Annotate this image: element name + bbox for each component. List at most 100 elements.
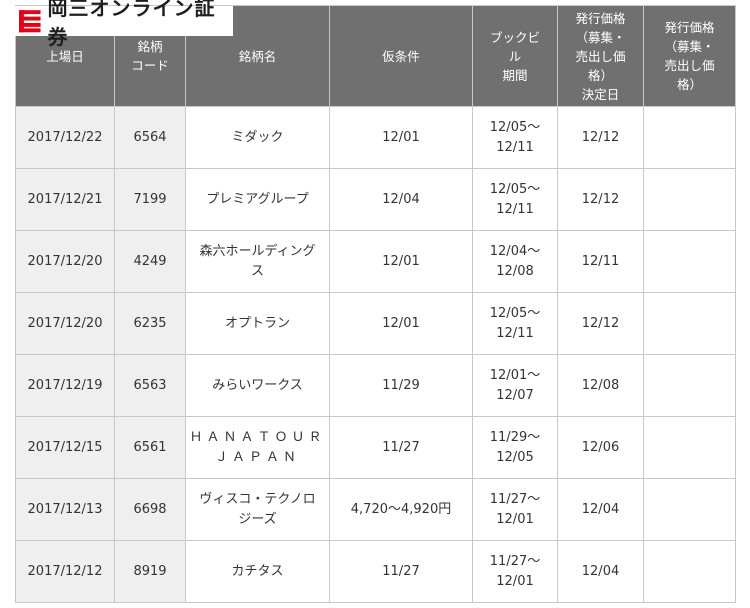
table-row: 2017/12/19 6563 みらいワークス 11/29 12/01～ 12/07 12/… [15, 354, 736, 417]
header-label: 発行価格 [664, 20, 715, 35]
offer-price-cell [643, 540, 736, 603]
header-label: 格） [676, 77, 702, 92]
header-label: 銘柄名 [238, 48, 277, 64]
bookbuilding-period-line: 12/11 [496, 139, 534, 155]
stock-name-line: ヴィスコ・テクノロ [199, 491, 316, 507]
stock-name-line: 森六ホールディング [199, 243, 316, 259]
table-row: 2017/12/12 8919 カチタス 11/27 11/27～ 12/01 12/04 [15, 540, 736, 603]
bookbuilding-period-line: 12/04～ [489, 243, 541, 259]
listing-date-cell: 2017/12/22 [15, 106, 115, 169]
stock-name-cell: ＨＡＮＡＴＯＵＲ ＪＡＰＡＮ [185, 416, 330, 479]
listing-date-cell: 2017/12/12 [15, 540, 115, 603]
bookbuilding-period-line: 12/05 [496, 449, 534, 465]
provisional-terms-cell: 12/01 [329, 230, 473, 293]
stock-code-cell: 7199 [114, 168, 186, 231]
price-decision-date-cell: 12/12 [557, 292, 644, 355]
header-label: 上場日 [46, 48, 84, 64]
stock-name-cell: オプトラン [185, 292, 330, 355]
price-decision-date-cell: 12/06 [557, 416, 644, 479]
provisional-terms-cell: 11/27 [329, 540, 473, 603]
provisional-terms-cell: 4,720～4,920円 [329, 478, 473, 541]
price-decision-date-cell: 12/12 [557, 168, 644, 231]
listing-date-cell: 2017/12/20 [15, 292, 115, 355]
stock-name-line: みらいワークス [212, 377, 303, 393]
listing-date-cell: 2017/12/21 [15, 168, 115, 231]
table-row: 2017/12/13 6698 ヴィスコ・テクノロ ジーズ 4,720～4,920円 11… [15, 478, 736, 541]
price-decision-date-cell: 12/04 [557, 478, 644, 541]
listing-date-cell: 2017/12/13 [15, 478, 115, 541]
header-label: ル [508, 48, 522, 64]
listing-date-cell: 2017/12/20 [15, 230, 115, 293]
provisional-terms-cell: 11/27 [329, 416, 473, 479]
stock-name-cell: みらいワークス [185, 354, 330, 417]
header-label: ブックビ [489, 29, 540, 45]
header-offer-price: 発行価格 （募集・ 売出し価 格） [643, 5, 736, 107]
bookbuilding-period-line: 12/05～ [489, 305, 541, 321]
header-price-decision-date: 発行価格 （募集・ 売出し価 格） 決定日 [557, 5, 644, 107]
stock-code-cell: 6698 [114, 478, 186, 541]
offer-price-cell [643, 106, 736, 169]
table-body: 2017/12/22 6564 ミダック 12/01 12/05～ 12/11 12/12 2… [15, 106, 736, 603]
stock-code-cell: 6561 [114, 416, 186, 479]
bookbuilding-period-line: 12/11 [496, 325, 534, 341]
header-label: 仮条件 [382, 48, 420, 64]
bookbuilding-period-line: 11/29～ [489, 429, 541, 445]
header-label: 期間 [502, 67, 528, 83]
offer-price-cell [643, 354, 736, 417]
header-label: （募集・ [575, 29, 626, 45]
stock-name-line: カチタス [231, 563, 284, 579]
price-decision-date-cell: 12/08 [557, 354, 644, 417]
stock-name-line: ス [250, 263, 264, 279]
ipo-schedule-table: 上場日 銘柄 コード 銘柄名 仮条件 ブックビル期間 発行価格 （募集・ 売出し価 格） 決定日 発行… [15, 5, 736, 603]
listing-date-cell: 2017/12/19 [15, 354, 115, 417]
header-label: コード [131, 58, 169, 73]
stock-code-cell: 6235 [114, 292, 186, 355]
bookbuilding-period-cell: 12/05～ 12/11 [472, 168, 558, 231]
stock-name-line: プレミアグループ [206, 191, 309, 207]
header-bookbuilding-period: ブックビル期間 [472, 5, 558, 107]
price-decision-date-cell: 12/11 [557, 230, 644, 293]
price-decision-date-cell: 12/12 [557, 106, 644, 169]
bookbuilding-period-line: 12/01 [496, 511, 534, 527]
bookbuilding-period-cell: 11/29～ 12/05 [472, 416, 558, 479]
provisional-terms-cell: 12/01 [329, 292, 473, 355]
brand-logo: 岡三オンライン証券 [15, 0, 233, 49]
stock-name-cell: プレミアグループ [185, 168, 330, 231]
stock-code-cell: 6564 [114, 106, 186, 169]
price-decision-date-cell: 12/04 [557, 540, 644, 603]
table-row: 2017/12/20 6235 オプトラン 12/01 12/05～ 12/11 12/12 [15, 292, 736, 355]
header-provisional-terms: 仮条件 [329, 5, 473, 107]
stock-name-line: ＪＡＰＡＮ [214, 449, 300, 465]
bookbuilding-period-line: 12/01～ [489, 367, 541, 383]
bookbuilding-period-line: 12/01 [496, 573, 534, 589]
header-label: 売出し価 [575, 48, 626, 64]
bookbuilding-period-line: 12/05～ [489, 181, 541, 197]
header-label: 発行価格 [575, 10, 626, 26]
bookbuilding-period-cell: 12/05～ 12/11 [472, 106, 558, 169]
header-label: 売出し価 [664, 58, 715, 73]
table-row: 2017/12/22 6564 ミダック 12/01 12/05～ 12/11 12/12 [15, 106, 736, 169]
offer-price-cell [643, 478, 736, 541]
header-label: 格） [587, 67, 613, 83]
stock-name-line: ジーズ [238, 511, 277, 527]
stock-name-cell: カチタス [185, 540, 330, 603]
offer-price-cell [643, 230, 736, 293]
offer-price-cell [643, 416, 736, 479]
bookbuilding-period-line: 11/27～ [489, 491, 541, 507]
provisional-terms-cell: 12/04 [329, 168, 473, 231]
bookbuilding-period-line: 12/05～ [489, 119, 541, 135]
table-row: 2017/12/15 6561 ＨＡＮＡＴＯＵＲ ＪＡＰＡＮ 11/27 11/29～ 12… [15, 416, 736, 479]
brand-name: 岡三オンライン証券 [47, 0, 216, 49]
bookbuilding-period-cell: 12/05～ 12/11 [472, 292, 558, 355]
stock-name-cell: ヴィスコ・テクノロ ジーズ [185, 478, 330, 541]
bookbuilding-period-line: 12/08 [496, 263, 534, 279]
bookbuilding-period-cell: 12/04～ 12/08 [472, 230, 558, 293]
bookbuilding-period-cell: 12/01～ 12/07 [472, 354, 558, 417]
stock-code-cell: 6563 [114, 354, 186, 417]
offer-price-cell [643, 168, 736, 231]
bookbuilding-period-cell: 11/27～ 12/01 [472, 478, 558, 541]
stock-name-line: オプトラン [224, 315, 290, 331]
provisional-terms-cell: 12/01 [329, 106, 473, 169]
stock-name-cell: 森六ホールディングス [185, 230, 330, 293]
okasan-logo-icon [18, 10, 41, 33]
